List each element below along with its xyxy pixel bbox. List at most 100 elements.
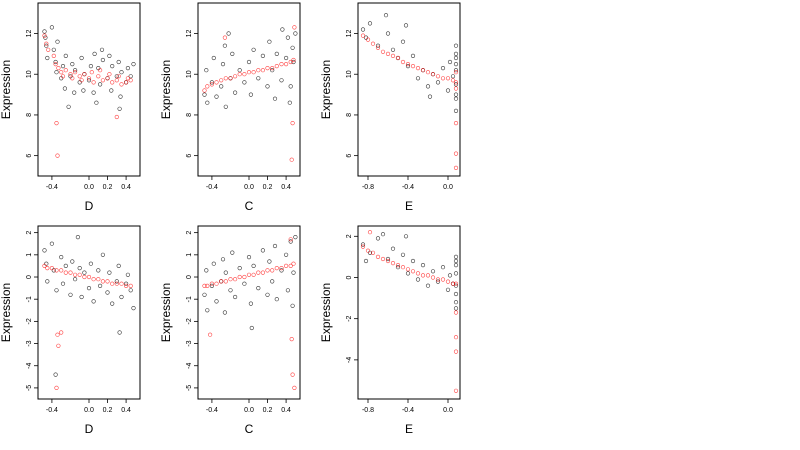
y-tick-label: 8 [346, 113, 353, 117]
data-point [365, 37, 371, 42]
series-1 [202, 27, 298, 109]
y-tick-label: 2 [186, 231, 193, 235]
data-point [114, 74, 119, 79]
data-point [453, 335, 459, 340]
data-point [70, 61, 75, 67]
y-tick-label: -5 [186, 385, 193, 391]
data-point [288, 59, 293, 65]
data-point [405, 63, 411, 69]
y-tick-label: 0 [346, 275, 353, 279]
data-point [123, 281, 129, 286]
x-tick-label: -0.8 [362, 184, 374, 191]
data-point [233, 90, 238, 95]
data-point [450, 78, 456, 83]
data-point [226, 31, 231, 36]
data-point [202, 292, 207, 297]
data-point [72, 68, 78, 73]
data-point [86, 274, 92, 280]
data-point [450, 281, 456, 286]
data-point [410, 63, 416, 69]
data-point [246, 70, 252, 75]
data-point [370, 41, 376, 46]
data-point [75, 235, 80, 240]
data-point [370, 250, 376, 255]
data-point [270, 279, 275, 284]
data-point [265, 65, 270, 71]
data-point [53, 61, 58, 67]
data-point [256, 76, 261, 81]
data-point [54, 268, 59, 273]
data-point [251, 263, 256, 269]
data-point [123, 80, 129, 85]
data-point [110, 281, 115, 286]
data-point [88, 261, 93, 266]
data-point [72, 277, 78, 282]
data-point [447, 273, 453, 278]
data-point [219, 279, 224, 284]
data-point [248, 301, 253, 306]
data-point [272, 96, 278, 101]
data-point [77, 74, 82, 79]
data-point [54, 385, 59, 391]
data-point [223, 76, 228, 81]
data-point [125, 76, 130, 81]
data-point [222, 35, 227, 40]
data-point [91, 277, 96, 282]
data-point [435, 74, 441, 79]
data-point [272, 243, 278, 249]
x-tick-label: -0.4 [46, 407, 58, 414]
data-point [400, 59, 406, 65]
data-point [128, 288, 133, 293]
data-point [45, 279, 50, 284]
data-point [380, 256, 386, 262]
data-point [72, 272, 78, 277]
data-point [223, 270, 228, 275]
y-axis-label: Expression [159, 60, 173, 119]
series-2 [42, 263, 133, 391]
data-point [390, 47, 396, 52]
data-point [405, 271, 411, 276]
plot-frame [37, 225, 141, 400]
data-point [54, 120, 59, 126]
data-point [251, 47, 256, 52]
data-point [365, 248, 371, 253]
x-tick-label: -0.8 [362, 407, 374, 414]
y-axis-label: Expression [0, 60, 13, 119]
y-tick-label: -3 [186, 340, 193, 346]
data-point [43, 35, 48, 40]
data-point [453, 300, 459, 305]
data-point [125, 272, 130, 277]
data-point [63, 270, 68, 275]
data-point [204, 68, 209, 73]
data-point [86, 78, 92, 83]
data-point [109, 88, 114, 93]
data-point [79, 294, 84, 300]
data-point [242, 274, 247, 280]
data-point [410, 53, 416, 59]
x-tick-label: 0.0 [443, 407, 453, 414]
data-point [291, 57, 296, 63]
series-1 [360, 232, 459, 311]
data-point [96, 277, 101, 282]
data-point [62, 86, 68, 91]
data-point [214, 299, 219, 304]
x-tick-label: 0.2 [103, 184, 113, 191]
data-point [105, 290, 110, 295]
data-point [246, 255, 252, 260]
data-point [54, 288, 59, 293]
data-point [228, 76, 233, 81]
y-tick-label: -2 [346, 315, 353, 321]
series-1 [202, 235, 298, 331]
data-point [99, 47, 105, 52]
data-point [59, 255, 64, 260]
y-tick-label: 6 [26, 154, 33, 158]
data-point [385, 258, 391, 264]
data-point [118, 94, 123, 99]
data-point [54, 70, 59, 75]
data-point [288, 84, 293, 89]
x-tick-label: 0.0 [244, 184, 254, 191]
data-point [205, 84, 210, 89]
data-point [453, 310, 459, 315]
data-point [70, 259, 75, 264]
y-tick-label: -5 [26, 385, 33, 391]
